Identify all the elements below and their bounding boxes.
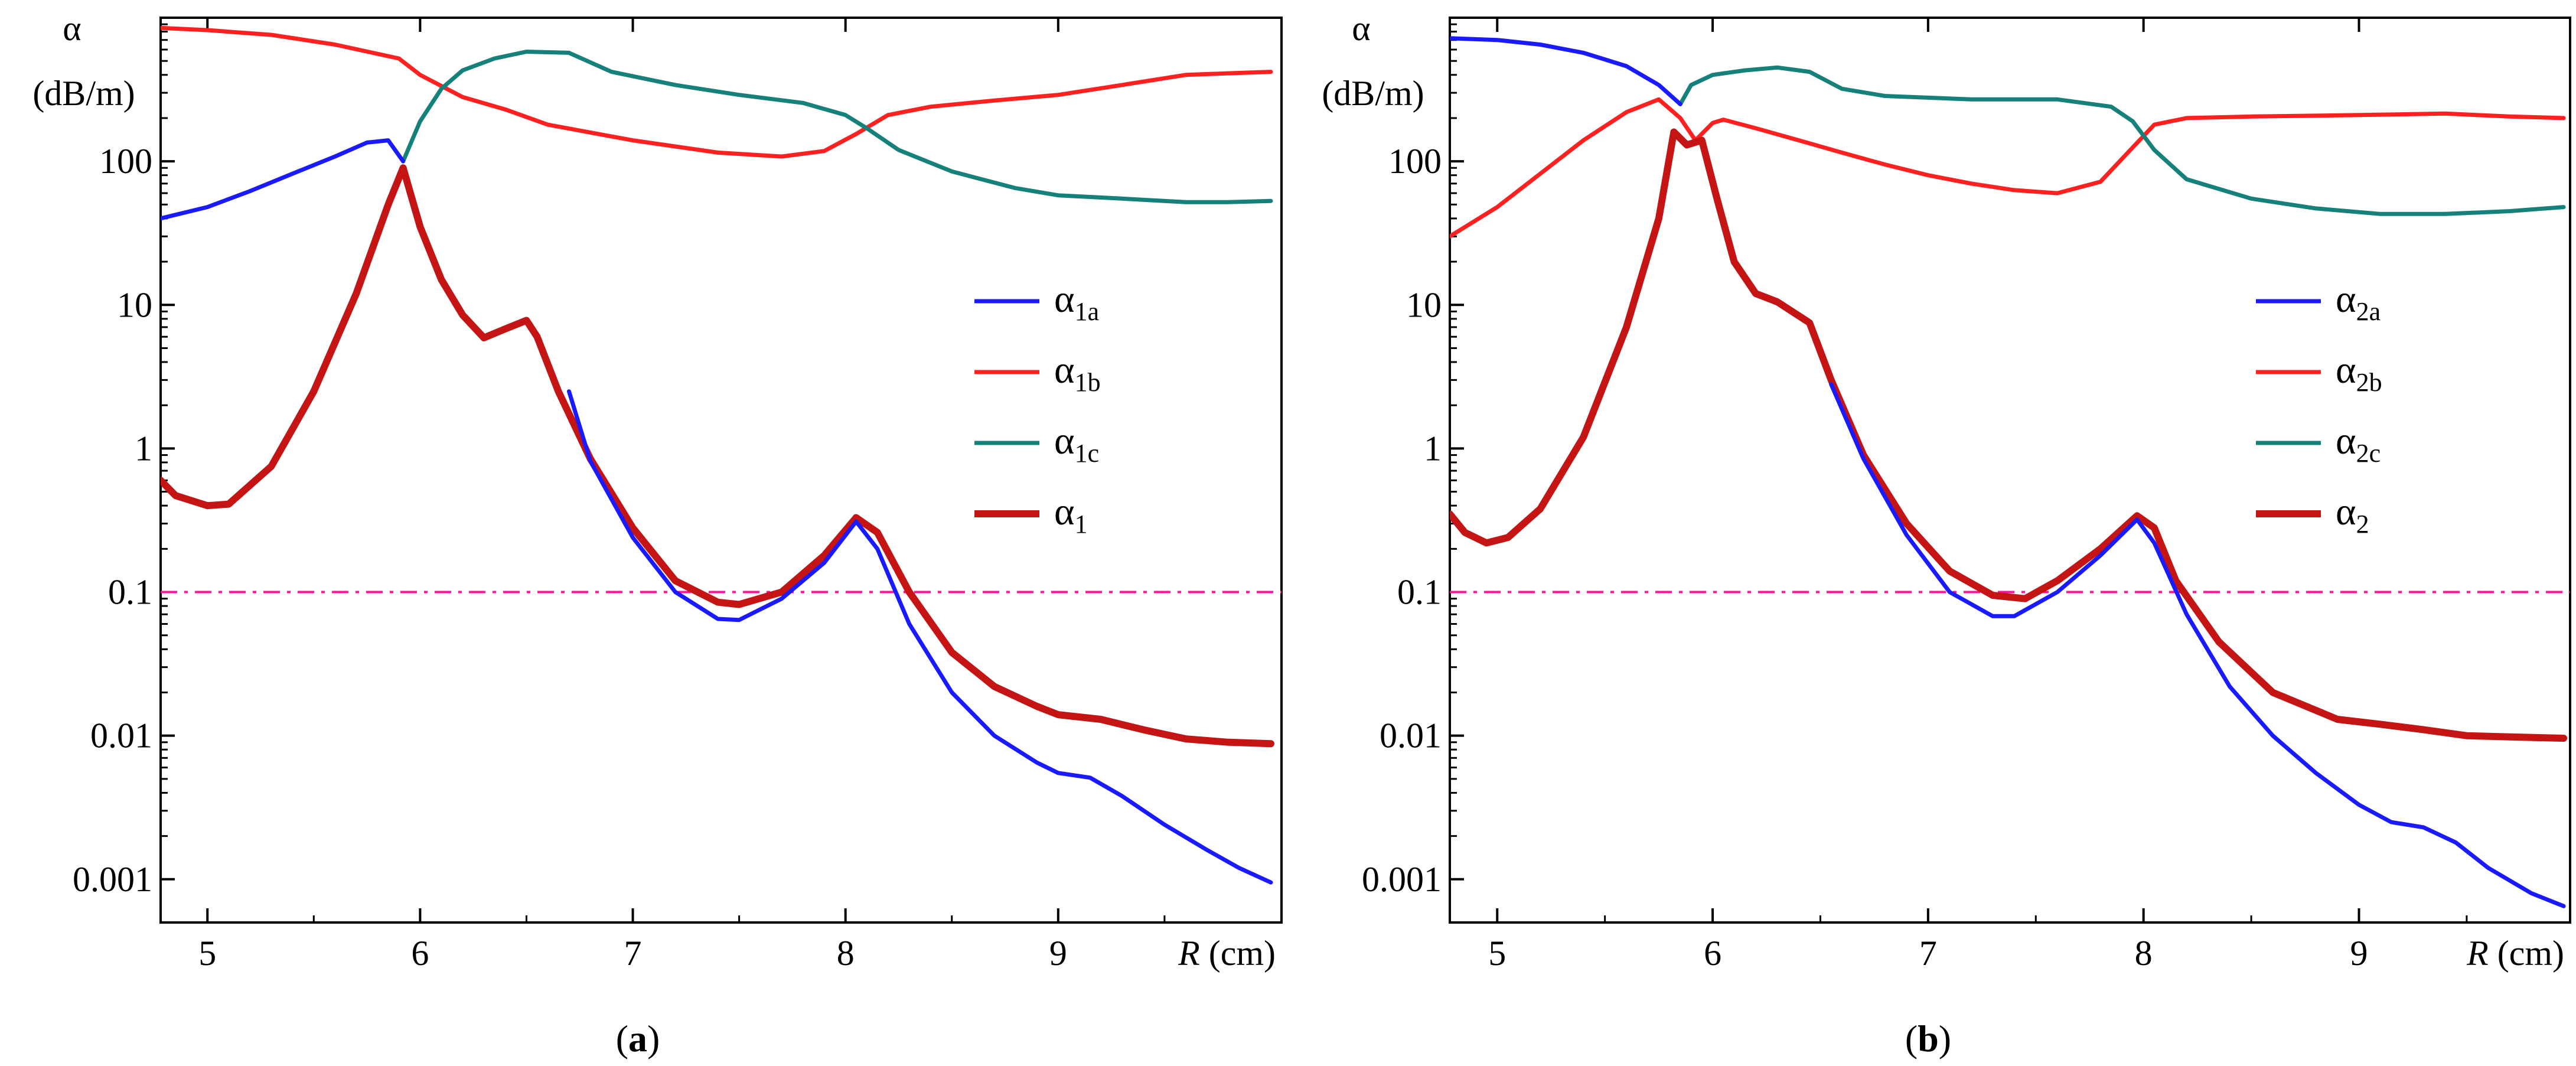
caption-open: ( [616, 1018, 628, 1060]
x-axis-unit: (cm) [2489, 934, 2564, 973]
caption-close: ) [647, 1018, 660, 1060]
series-line-α1c [401, 50, 1273, 204]
x-tick-label: 8 [837, 934, 855, 973]
y-tick-label: 0.001 [1362, 860, 1442, 899]
series-line-α2c [1678, 65, 2566, 216]
x-tick-label: 6 [1704, 934, 1721, 973]
y-tick-label: 100 [99, 142, 152, 181]
legend-subscript: 2 [2356, 510, 2369, 539]
legend-symbol: α [2336, 490, 2356, 533]
y-axis-symbol: α [1352, 9, 1370, 48]
x-tick-label: 7 [624, 934, 642, 973]
series-line-α1b [161, 25, 1273, 159]
legend-symbol: α [1054, 348, 1075, 392]
legend-subscript: 1b [1075, 368, 1101, 397]
series-line-α2b [1450, 97, 2566, 239]
y-tick-label: 1 [135, 429, 152, 468]
y-axis-unit: (dB/m) [32, 74, 135, 113]
legend-subscript: 1a [1075, 297, 1100, 326]
y-tick-label: 1 [1424, 429, 1442, 468]
caption-letter: b [1918, 1018, 1939, 1060]
legend-label: α2c [2336, 419, 2381, 468]
x-axis-var: R [2466, 934, 2489, 973]
caption-letter: a [628, 1018, 647, 1060]
series-line-α2 [1450, 128, 2568, 742]
y-axis-unit: (dB/m) [1322, 74, 1424, 113]
caption-close: ) [1939, 1018, 1951, 1060]
legend-label: α2b [2336, 348, 2382, 397]
legend-subscript: 1c [1075, 439, 1100, 468]
series-line-α1a [161, 138, 406, 221]
panel-caption: (b) [1905, 1018, 1951, 1060]
legend-subscript: 1 [1075, 510, 1088, 539]
series-line-α2a [1450, 36, 1682, 106]
legend-symbol: α [1054, 278, 1075, 321]
legend-label: α1b [1054, 348, 1101, 397]
y-axis-symbol: α [63, 9, 81, 48]
y-tick-label: 10 [1406, 285, 1442, 324]
y-tick-label: 0.1 [108, 573, 152, 612]
legend-symbol: α [2336, 419, 2356, 462]
legend-symbol: α [2336, 278, 2356, 321]
legend-symbol: α [1054, 490, 1075, 533]
x-axis-title: R (cm) [2466, 934, 2564, 973]
legend-subscript: 2b [2356, 368, 2382, 397]
y-tick-label: 0.1 [1397, 573, 1442, 612]
x-axis-var: R [1178, 934, 1200, 973]
legend-label: α2a [2336, 278, 2381, 326]
y-tick-label: 10 [117, 285, 152, 324]
x-tick-label: 8 [2135, 934, 2153, 973]
x-axis-title: R (cm) [1178, 934, 1276, 973]
series-line-α1a-tail [567, 389, 1273, 885]
plot-frame [1449, 17, 2571, 924]
legend-label: α2 [2336, 490, 2369, 539]
legend-subscript: 2a [2356, 297, 2381, 326]
legend-label: α1a [1054, 278, 1099, 326]
x-tick-label: 9 [2350, 934, 2368, 973]
legend-label: α1c [1054, 419, 1099, 468]
x-tick-label: 6 [411, 934, 429, 973]
x-tick-label: 9 [1049, 934, 1067, 973]
legend-label: α1 [1054, 490, 1088, 539]
y-tick-label: 0.001 [73, 860, 152, 899]
panel-caption: (a) [616, 1018, 660, 1060]
y-tick-label: 0.01 [1380, 716, 1442, 755]
x-tick-label: 5 [1488, 934, 1506, 973]
y-tick-label: 0.01 [90, 716, 152, 755]
legend-symbol: α [2336, 348, 2356, 392]
x-tick-label: 5 [198, 934, 216, 973]
series-line-α2a-tail [1829, 382, 2566, 908]
legend-symbol: α [1054, 419, 1075, 462]
y-tick-label: 100 [1388, 142, 1442, 181]
x-tick-label: 7 [1919, 934, 1937, 973]
x-axis-unit: (cm) [1200, 934, 1276, 973]
legend-subscript: 2c [2356, 439, 2381, 468]
series-line-α1 [161, 164, 1274, 748]
caption-open: ( [1905, 1018, 1918, 1060]
